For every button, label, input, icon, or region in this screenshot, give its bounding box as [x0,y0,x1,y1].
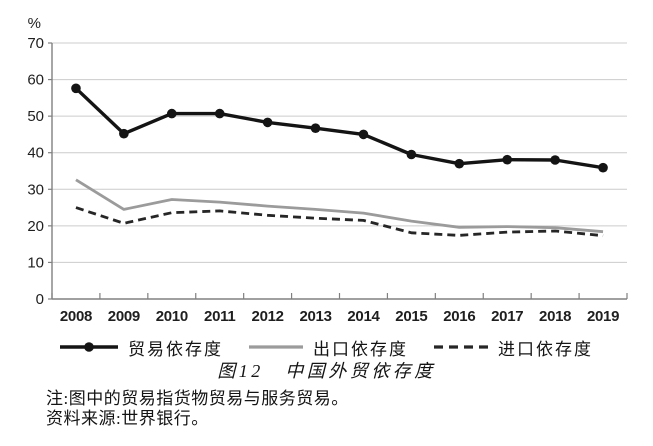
figure-source: 资料来源:世界银行。 [46,409,209,428]
series-marker-贸易依存度 [71,83,81,94]
legend-item-进口依存度: 进口依存度 [434,335,593,360]
x-tick-label: 2016 [443,308,475,325]
series-line-贸易依存度 [74,87,604,170]
series-marker-贸易依存度 [358,129,369,140]
series-marker-贸易依存度 [454,158,465,169]
x-tick-label: 2013 [299,308,331,325]
x-tick-label: 2014 [347,308,380,325]
legend-label: 出口依存度 [313,339,408,359]
series-marker-贸易依存度 [502,154,513,165]
legend-label: 进口依存度 [498,339,593,359]
chart-legend: 贸易依存度 出口依存度 进口依存度 [0,335,653,360]
legend-marker-icon [434,345,488,349]
y-tick-label: 70 [27,35,44,52]
legend-marker-icon [249,345,303,349]
y-axis-unit-label: % [28,15,41,32]
series-line-出口依存度 [75,178,604,234]
chart-svg: 0 10 20 30 40 50 60 70% 2008 2009 2010 2011 2012 2013… [27,15,628,325]
figure-caption: 图12 中国外贸依存度 [217,361,436,381]
legend-item-贸易依存度: 贸易依存度 [60,335,223,360]
y-tick-label: 30 [27,181,44,198]
series-marker-贸易依存度 [119,128,129,139]
series-marker-贸易依存度 [214,108,225,119]
series-marker-贸易依存度 [262,117,273,128]
x-tick-label: 2010 [156,308,188,325]
x-tick-label: 2018 [539,308,571,325]
x-tick-label: 2009 [108,308,140,325]
x-tick-label: 2017 [491,308,523,325]
x-tick-label: 2012 [252,308,284,325]
y-tick-label: 10 [27,254,44,271]
y-tick-label: 40 [27,145,44,162]
series-marker-贸易依存度 [310,123,321,133]
y-tick-label: 0 [36,291,44,308]
series-marker-贸易依存度 [550,155,560,165]
figure-note: 注:图中的贸易指货物贸易与服务贸易。 [46,389,349,408]
x-tick-label: 2008 [60,308,92,325]
legend-label: 贸易依存度 [128,339,223,359]
series-marker-贸易依存度 [598,162,608,173]
y-tick-label: 20 [27,218,44,235]
legend-item-出口依存度: 出口依存度 [249,335,408,360]
series-line-进口依存度 [75,206,604,238]
y-tick-label: 50 [27,108,44,125]
x-tick-label: 2019 [587,308,619,325]
x-tick-label: 2015 [395,308,427,325]
series-marker-贸易依存度 [406,149,417,160]
y-tick-label: 60 [27,72,44,89]
legend-marker-icon [60,342,118,352]
series-marker-贸易依存度 [166,108,177,119]
x-tick-label: 2011 [204,308,235,325]
